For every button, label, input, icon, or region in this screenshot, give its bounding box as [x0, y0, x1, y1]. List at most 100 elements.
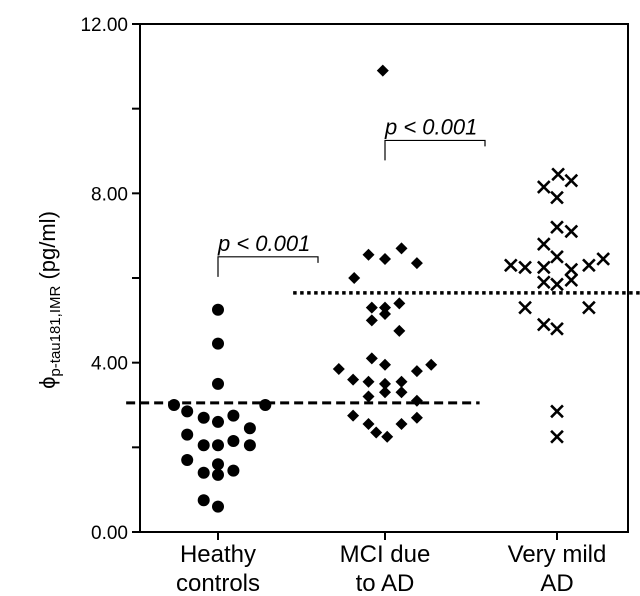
data-point-circle [212, 377, 224, 390]
data-point-diamond [410, 411, 423, 424]
data-point-diamond [365, 314, 378, 327]
category-label-line: Heathy [180, 541, 256, 568]
data-point-circle [181, 405, 194, 418]
y-tick-label: 4.00 [91, 354, 128, 375]
data-point-diamond [347, 409, 360, 422]
significance-label: p < 0.001 [384, 114, 477, 139]
data-point-diamond [395, 375, 408, 388]
y-axis-ticks: 0.00 4.00 8.00 12.00 [80, 15, 558, 544]
data-point-cross [582, 258, 596, 273]
data-point-cross [518, 300, 532, 315]
data-point-diamond [347, 373, 360, 386]
data-point-diamond [362, 390, 375, 403]
data-point-cross [550, 429, 564, 444]
category-label: Heathy controls [176, 541, 260, 596]
data-point-diamond [332, 363, 345, 376]
data-point-diamond [379, 252, 391, 265]
data-point-circle [243, 422, 256, 435]
y-tick-label: 12.00 [80, 15, 128, 36]
data-point-diamond [395, 386, 408, 399]
data-point-diamond [362, 375, 375, 388]
data-point-cross [564, 173, 579, 188]
data-point-cross [536, 275, 551, 290]
data-point-cross [564, 262, 579, 277]
y-axis-title-unit: (pg/ml) [35, 211, 60, 286]
data-point-diamond [370, 426, 383, 439]
data-point-diamond [410, 394, 423, 407]
data-point-cross [518, 260, 532, 275]
category-label-line: Very mild [508, 541, 607, 568]
data-point-cross [596, 252, 611, 266]
data-point-diamond [393, 297, 406, 310]
data-points [168, 64, 611, 513]
data-point-diamond [365, 301, 378, 314]
data-point-diamond [395, 242, 408, 255]
data-point-cross [550, 277, 564, 292]
data-point-diamond [376, 64, 389, 77]
data-point-diamond [348, 272, 361, 284]
category-label-line: MCI due [340, 541, 431, 568]
data-point-circle [212, 303, 224, 316]
y-axis-title-subscript: p-tau181,IMR [47, 286, 64, 377]
y-tick-label: 0.00 [91, 523, 128, 544]
data-point-circle [168, 399, 180, 411]
data-point-circle [212, 415, 224, 428]
data-point-cross [564, 273, 579, 287]
y-axis-title-symbol: ϕ [35, 377, 60, 389]
category-label: Very mild AD [508, 541, 607, 596]
y-tick-label: 8.00 [91, 184, 128, 205]
significance-bracket [384, 139, 486, 161]
data-point-diamond [395, 418, 408, 431]
data-point-cross [550, 249, 564, 264]
data-point-circle [197, 411, 210, 424]
data-point-circle [212, 468, 224, 481]
data-point-diamond [365, 352, 378, 365]
data-point-circle [197, 466, 210, 479]
data-point-circle [227, 464, 240, 477]
data-point-circle [181, 454, 194, 467]
data-point-diamond [381, 430, 394, 443]
data-point-diamond [410, 365, 423, 378]
data-point-diamond [379, 301, 391, 314]
data-point-cross [536, 180, 551, 194]
plot-frame [139, 23, 629, 533]
data-point-diamond [379, 307, 391, 320]
y-axis-title: ϕp-tau181,IMR (pg/ml) [35, 211, 64, 389]
significance-annotations: p < 0.001 p < 0.001 [217, 114, 486, 277]
data-point-diamond [379, 358, 391, 371]
data-point-cross [582, 300, 596, 315]
data-point-diamond [362, 418, 375, 431]
data-point-cross [550, 321, 564, 336]
category-label: MCI due to AD [340, 541, 431, 596]
data-point-cross [564, 224, 579, 239]
significance-bracket [217, 256, 319, 277]
data-point-diamond [425, 358, 438, 371]
data-point-diamond [379, 386, 391, 399]
data-point-circle [197, 439, 210, 452]
category-label-line: controls [176, 570, 260, 596]
data-point-diamond [362, 248, 375, 261]
significance-label: p < 0.001 [217, 231, 310, 256]
data-point-circle [212, 500, 224, 513]
data-point-cross [551, 167, 565, 182]
category-labels: Heathy controls MCI due to AD Very mild AD [176, 541, 606, 596]
data-point-circle [212, 458, 224, 471]
data-point-cross [536, 237, 551, 251]
data-point-cross [550, 220, 564, 235]
data-point-circle [181, 428, 194, 441]
data-point-circle [227, 434, 240, 447]
axes [139, 23, 629, 533]
data-point-circle [197, 494, 210, 507]
data-point-cross [550, 404, 564, 419]
data-point-circle [259, 399, 272, 411]
data-point-circle [212, 439, 224, 452]
data-point-circle [243, 439, 256, 452]
data-point-diamond [393, 324, 406, 337]
data-point-cross [503, 258, 518, 273]
data-point-circle [227, 409, 240, 422]
data-point-circle [212, 337, 224, 350]
category-label-line: to AD [356, 570, 415, 596]
category-label-line: AD [540, 570, 573, 596]
data-point-diamond [410, 257, 423, 270]
